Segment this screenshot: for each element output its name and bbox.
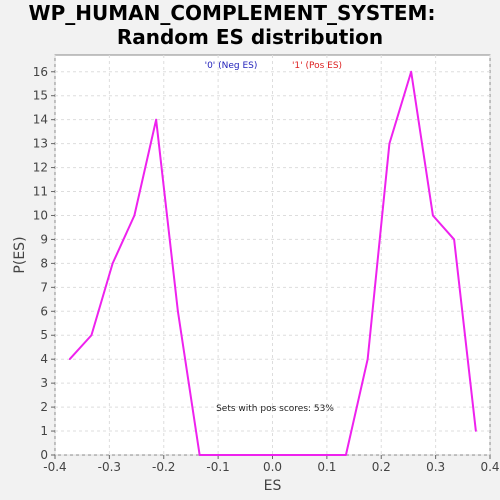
data-point bbox=[133, 214, 136, 217]
pos-scores-annotation: Sets with pos scores: 53% bbox=[216, 404, 334, 414]
y-tick-label: 12 bbox=[33, 161, 48, 175]
data-point bbox=[366, 358, 369, 360]
data-point bbox=[410, 70, 412, 73]
chart-title-line-1: WP_HUMAN_COMPLEMENT_SYSTEM: bbox=[29, 1, 436, 25]
data-point bbox=[388, 142, 391, 145]
data-point bbox=[220, 454, 223, 456]
legend-entry-neg-es: '0' (Neg ES) bbox=[205, 61, 258, 71]
y-tick-label: 0 bbox=[40, 448, 48, 462]
data-point bbox=[177, 310, 179, 313]
y-tick-label: 15 bbox=[33, 89, 48, 103]
data-point bbox=[68, 358, 71, 360]
x-tick-label: 0.1 bbox=[317, 460, 336, 474]
data-point bbox=[453, 238, 455, 241]
y-tick-label: 1 bbox=[40, 424, 48, 438]
data-point bbox=[263, 454, 266, 456]
y-tick-label: 14 bbox=[33, 113, 48, 127]
y-tick-label: 16 bbox=[33, 65, 48, 79]
x-tick-label: -0.4 bbox=[43, 460, 66, 474]
x-tick-label: -0.3 bbox=[98, 460, 121, 474]
data-point bbox=[198, 454, 201, 456]
y-tick-label: 10 bbox=[33, 208, 48, 222]
x-tick-label: -0.1 bbox=[206, 460, 229, 474]
y-tick-label: 4 bbox=[40, 352, 48, 366]
y-tick-label: 9 bbox=[40, 232, 48, 246]
x-tick-label: 0.2 bbox=[372, 460, 391, 474]
y-tick-label: 6 bbox=[40, 304, 48, 318]
data-point bbox=[155, 118, 157, 121]
y-tick-label: 13 bbox=[33, 137, 48, 151]
y-axis-label: P(ES) bbox=[12, 236, 28, 273]
y-tick-label: 8 bbox=[40, 256, 48, 270]
axis-ticks: -0.4 -0.3 -0.2 -0.1 0.0 0.1 0.2 0.3 0.4012345678… bbox=[33, 65, 500, 474]
series-layer bbox=[68, 70, 477, 456]
y-tick-label: 7 bbox=[40, 280, 48, 294]
data-point bbox=[475, 430, 477, 432]
data-point bbox=[307, 454, 309, 456]
x-tick-label: 0.0 bbox=[263, 460, 282, 474]
data-point bbox=[328, 454, 331, 456]
x-tick-label: -0.2 bbox=[152, 460, 175, 474]
grid-lines bbox=[54, 55, 491, 456]
y-tick-label: 11 bbox=[33, 185, 48, 199]
x-axis-label: ES bbox=[264, 478, 282, 494]
x-tick-label: 0.4 bbox=[480, 460, 499, 474]
data-point bbox=[90, 334, 93, 337]
y-tick-label: 2 bbox=[40, 400, 48, 414]
data-point bbox=[241, 454, 244, 456]
data-point bbox=[432, 214, 434, 217]
data-point bbox=[285, 454, 287, 456]
legend-entry-pos-es: '1' (Pos ES) bbox=[292, 61, 342, 71]
y-tick-label: 3 bbox=[40, 376, 48, 390]
chart-title-line-2: Random ES distribution bbox=[117, 25, 383, 49]
es-distribution-line bbox=[68, 70, 477, 456]
x-tick-label: 0.3 bbox=[426, 460, 445, 474]
y-tick-label: 5 bbox=[40, 328, 48, 342]
data-point bbox=[345, 454, 347, 456]
data-point bbox=[111, 262, 114, 265]
